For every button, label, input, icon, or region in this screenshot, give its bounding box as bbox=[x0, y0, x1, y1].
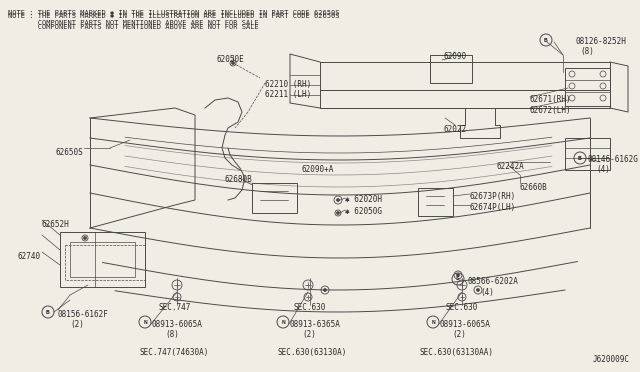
Text: N: N bbox=[431, 320, 435, 324]
Text: B: B bbox=[544, 38, 548, 42]
Bar bbox=[565, 68, 610, 106]
Text: 62242A: 62242A bbox=[496, 162, 524, 171]
Circle shape bbox=[477, 289, 479, 292]
Text: (4): (4) bbox=[596, 165, 610, 174]
Text: 08566-6202A: 08566-6202A bbox=[468, 277, 519, 286]
Text: SEC.630(63130A): SEC.630(63130A) bbox=[278, 348, 348, 357]
Text: SEC.630(63130AA): SEC.630(63130AA) bbox=[420, 348, 494, 357]
Text: COMPONENT PARTS NOT MENTIONED ABOVE ARE NOT FOR SALE: COMPONENT PARTS NOT MENTIONED ABOVE ARE … bbox=[8, 24, 259, 30]
Text: SEC.747: SEC.747 bbox=[159, 303, 191, 312]
Circle shape bbox=[337, 212, 339, 215]
Text: 62090: 62090 bbox=[444, 52, 467, 61]
Text: (4): (4) bbox=[480, 288, 494, 297]
Text: N: N bbox=[143, 320, 147, 324]
Text: 08913-6365A: 08913-6365A bbox=[290, 320, 341, 329]
Text: (2): (2) bbox=[452, 330, 466, 339]
Text: 08156-6162F: 08156-6162F bbox=[58, 310, 109, 319]
Text: SEC.630: SEC.630 bbox=[446, 303, 478, 312]
Bar bbox=[418, 188, 453, 216]
Text: 62210 (RH): 62210 (RH) bbox=[265, 80, 311, 89]
Text: 62673P(RH): 62673P(RH) bbox=[470, 192, 516, 201]
Text: 62050E: 62050E bbox=[216, 55, 244, 64]
Text: N: N bbox=[281, 320, 285, 324]
Text: 62674P(LH): 62674P(LH) bbox=[470, 203, 516, 212]
Text: 62660B: 62660B bbox=[520, 183, 548, 192]
Text: B: B bbox=[578, 155, 582, 160]
Bar bbox=[60, 232, 145, 287]
Bar bbox=[252, 183, 297, 213]
Text: 08146-6162G: 08146-6162G bbox=[588, 155, 639, 164]
Text: NOTE : THE PARTS MARKED ✱ IN THE ILLUSTRATION ARE INCLUDED IN PART CODE 62650S: NOTE : THE PARTS MARKED ✱ IN THE ILLUSTR… bbox=[8, 10, 339, 16]
Text: 08913-6065A: 08913-6065A bbox=[440, 320, 491, 329]
Text: 62740: 62740 bbox=[18, 252, 41, 261]
Text: ✱ 62020H: ✱ 62020H bbox=[345, 195, 382, 204]
Text: SEC.747(74630A): SEC.747(74630A) bbox=[140, 348, 209, 357]
Text: (8): (8) bbox=[165, 330, 179, 339]
Text: 08913-6065A: 08913-6065A bbox=[152, 320, 203, 329]
Text: B: B bbox=[46, 310, 50, 314]
Text: 08126-8252H: 08126-8252H bbox=[575, 37, 626, 46]
Text: 62671(RH): 62671(RH) bbox=[530, 95, 572, 104]
Text: ✱ 62050G: ✱ 62050G bbox=[345, 207, 382, 216]
Text: 62022: 62022 bbox=[444, 125, 467, 134]
Bar bbox=[430, 55, 472, 83]
Circle shape bbox=[83, 237, 86, 240]
Text: 62650S: 62650S bbox=[55, 148, 83, 157]
Circle shape bbox=[232, 61, 234, 64]
Text: SEC.630: SEC.630 bbox=[294, 303, 326, 312]
Bar bbox=[70, 242, 135, 277]
Text: 62211 (LH): 62211 (LH) bbox=[265, 90, 311, 99]
Circle shape bbox=[337, 199, 339, 202]
Text: 62680B: 62680B bbox=[224, 175, 252, 184]
Text: 62090+A: 62090+A bbox=[302, 165, 334, 174]
Bar bbox=[565, 138, 610, 170]
Circle shape bbox=[323, 289, 326, 292]
Text: J620009C: J620009C bbox=[593, 355, 630, 364]
Text: (2): (2) bbox=[70, 320, 84, 329]
Text: (8): (8) bbox=[580, 47, 594, 56]
Text: COMPONENT PARTS NOT MENTIONED ABOVE ARE NOT FOR SALE: COMPONENT PARTS NOT MENTIONED ABOVE ARE … bbox=[8, 20, 259, 26]
Text: NOTE : THE PARTS MARKED ✱ IN THE ILLUSTRATION ARE INCLUDED IN PART CODE 62650S: NOTE : THE PARTS MARKED ✱ IN THE ILLUSTR… bbox=[8, 13, 339, 19]
Text: 62652H: 62652H bbox=[42, 220, 70, 229]
Circle shape bbox=[456, 273, 460, 276]
Text: 62672(LH): 62672(LH) bbox=[530, 106, 572, 115]
Text: S: S bbox=[456, 276, 460, 282]
Text: (2): (2) bbox=[302, 330, 316, 339]
